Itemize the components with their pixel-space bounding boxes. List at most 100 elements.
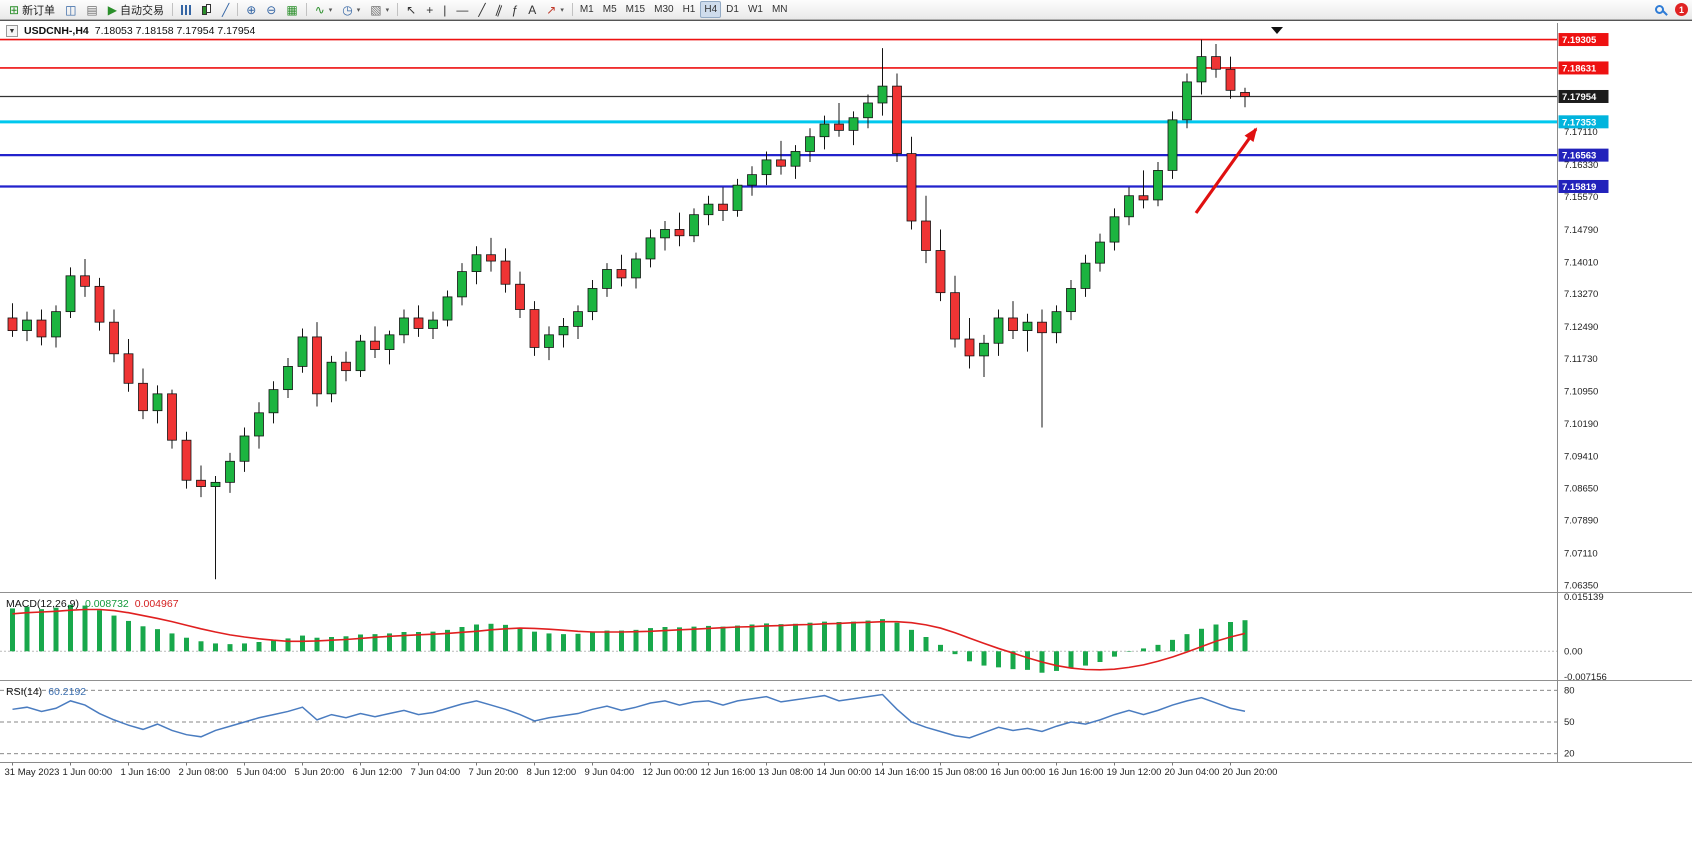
- svg-text:7.14010: 7.14010: [1564, 258, 1598, 269]
- fibonacci-button[interactable]: ƒ: [507, 1, 524, 18]
- svg-text:2 Jun 08:00: 2 Jun 08:00: [179, 767, 229, 778]
- symbol-period-label: USDCNH-,H4: [24, 25, 89, 37]
- caret-down-icon: ▾: [560, 6, 564, 14]
- svg-text:7.17353: 7.17353: [1562, 117, 1596, 128]
- indicators-icon: ∿: [314, 2, 325, 17]
- tile-windows-button[interactable]: ▦: [281, 1, 302, 18]
- search-button[interactable]: [1650, 1, 1669, 18]
- caret-down-icon: ▼: [8, 27, 16, 35]
- new-order-icon: ⊞: [9, 2, 20, 17]
- timeframe-button-mn[interactable]: MN: [771, 4, 788, 15]
- indicators-button[interactable]: ∿ ▾: [310, 1, 338, 18]
- timeframe-button-m30[interactable]: M30: [654, 4, 674, 15]
- svg-text:15 Jun 08:00: 15 Jun 08:00: [933, 767, 988, 778]
- price-axis-labels: 7.17110 7.16330 7.15570 7.14790 7.14010 7.132…: [1564, 127, 1607, 760]
- svg-text:12 Jun 00:00: 12 Jun 00:00: [643, 767, 698, 778]
- timeframe-button-h1[interactable]: H1: [682, 4, 696, 15]
- svg-text:7.15819: 7.15819: [1562, 182, 1596, 193]
- autotrading-button[interactable]: ▶ 自动交易: [103, 1, 169, 18]
- trendline-icon: ╱: [478, 2, 486, 17]
- price-level-lines: [0, 38, 1558, 188]
- autotrading-label: 自动交易: [119, 4, 164, 17]
- zoom-in-button[interactable]: ⊕: [241, 1, 261, 18]
- periods-button[interactable]: ◷ ▾: [337, 1, 365, 18]
- search-icon: [1655, 5, 1664, 14]
- timeframe-button-m5[interactable]: M5: [602, 4, 617, 15]
- svg-text:7.14790: 7.14790: [1564, 225, 1598, 236]
- svg-text:19 Jun 12:00: 19 Jun 12:00: [1107, 767, 1162, 778]
- zoom-out-button[interactable]: ⊖: [261, 1, 281, 18]
- rsi-name: RSI(14): [6, 686, 43, 698]
- toolbar-separator: [237, 3, 239, 16]
- fibonacci-icon: ƒ: [511, 2, 519, 17]
- svg-text:1 Jun 16:00: 1 Jun 16:00: [121, 767, 171, 778]
- svg-text:6 Jun 12:00: 6 Jun 12:00: [353, 767, 403, 778]
- scroll-to-end-marker[interactable]: [1271, 27, 1283, 34]
- vertical-line-button[interactable]: |: [438, 1, 451, 18]
- new-order-button[interactable]: ⊞ 新订单: [4, 1, 60, 18]
- cursor-button[interactable]: ↖: [401, 1, 421, 18]
- macd-indicator-label: MACD(12,26,9) 0.008732 0.004967: [6, 598, 179, 610]
- profiles-button[interactable]: ▤: [81, 1, 102, 18]
- price-badges: 7.19305 7.18631 7.17954 7.17353 7.16563 7.158…: [1558, 33, 1609, 193]
- horizontal-line-icon: —: [456, 2, 469, 17]
- price-axis[interactable]: [1558, 21, 1692, 762]
- channel-button[interactable]: ∥: [491, 1, 507, 18]
- line-chart-button[interactable]: ╱: [217, 1, 234, 18]
- arrows-button[interactable]: ↗ ▾: [541, 1, 569, 18]
- svg-text:80: 80: [1564, 685, 1575, 696]
- templates-button[interactable]: ▧ ▾: [365, 1, 394, 18]
- toolbar: ⊞ 新订单 ◫ ▤ ▶ 自动交易 ╱ ⊕ ⊖ ▦ ∿ ▾ ◷ ▾ ▧ ▾: [0, 0, 1692, 20]
- macd-value: 0.008732: [84, 598, 129, 610]
- time-axis-labels: 31 May 2023 1 Jun 00:00 1 Jun 16:00 2 Jun 0…: [5, 762, 1277, 778]
- svg-text:14 Jun 00:00: 14 Jun 00:00: [817, 767, 872, 778]
- svg-text:9 Jun 04:00: 9 Jun 04:00: [585, 767, 635, 778]
- text-button[interactable]: A: [523, 1, 541, 18]
- line-chart-icon: ╱: [221, 2, 230, 17]
- candlestick-chart-button[interactable]: [196, 1, 217, 18]
- svg-text:5 Jun 20:00: 5 Jun 20:00: [295, 767, 345, 778]
- timeframe-button-w1[interactable]: W1: [747, 4, 763, 15]
- notification-badge[interactable]: 1: [1675, 3, 1688, 16]
- svg-text:7.06350: 7.06350: [1564, 581, 1598, 592]
- crosshair-button[interactable]: +: [421, 1, 438, 18]
- svg-text:7.13270: 7.13270: [1564, 289, 1598, 300]
- caret-down-icon: ▾: [385, 6, 390, 14]
- svg-text:7.17110: 7.17110: [1564, 127, 1598, 138]
- text-icon: A: [528, 2, 537, 17]
- svg-text:20: 20: [1564, 749, 1575, 760]
- new-order-label: 新订单: [22, 4, 56, 17]
- timeframe-button-m15[interactable]: M15: [625, 4, 646, 15]
- zoom-out-icon: ⊖: [266, 2, 277, 17]
- svg-text:7.07890: 7.07890: [1564, 516, 1598, 527]
- svg-text:7.10950: 7.10950: [1564, 387, 1598, 398]
- svg-text:7.15570: 7.15570: [1564, 192, 1598, 203]
- arrow-annotation[interactable]: [1194, 124, 1262, 214]
- channel-icon: ∥: [493, 1, 504, 18]
- svg-text:13 Jun 08:00: 13 Jun 08:00: [759, 767, 814, 778]
- trendline-button[interactable]: ╱: [473, 1, 490, 18]
- toolbar-separator: [171, 3, 173, 16]
- svg-text:7.11730: 7.11730: [1564, 354, 1598, 365]
- svg-text:7.07110: 7.07110: [1564, 549, 1598, 560]
- macd-signal-value: 0.004967: [134, 598, 179, 610]
- objects-collapse-button[interactable]: ▼: [6, 25, 18, 37]
- timeframe-button-m1[interactable]: M1: [579, 4, 594, 15]
- timeframe-button-d1[interactable]: D1: [726, 4, 739, 15]
- macd-name: MACD(12,26,9): [6, 598, 79, 610]
- horizontal-line-button[interactable]: —: [451, 1, 473, 18]
- new-chart-icon: ◫: [65, 2, 77, 17]
- svg-text:50: 50: [1564, 717, 1575, 728]
- chart-window: 7.17110 7.16330 7.15570 7.14790 7.14010 7.132…: [0, 20, 1692, 840]
- timeframe-button-h4[interactable]: H4: [700, 1, 722, 18]
- chart-title: ▼ USDCNH-,H4 7.18053 7.18158 7.17954 7.1…: [6, 25, 255, 37]
- svg-text:8 Jun 12:00: 8 Jun 12:00: [527, 767, 577, 778]
- bar-chart-button[interactable]: [176, 1, 196, 18]
- svg-text:14 Jun 16:00: 14 Jun 16:00: [875, 767, 930, 778]
- svg-text:7 Jun 20:00: 7 Jun 20:00: [469, 767, 519, 778]
- profiles-icon: ▤: [86, 2, 98, 17]
- time-axis[interactable]: [0, 762, 1558, 778]
- chart-canvas[interactable]: 7.17110 7.16330 7.15570 7.14790 7.14010 7.132…: [0, 21, 1692, 841]
- new-chart-button[interactable]: ◫: [60, 1, 81, 18]
- rsi-indicator-label: RSI(14) 60.2192: [6, 686, 86, 698]
